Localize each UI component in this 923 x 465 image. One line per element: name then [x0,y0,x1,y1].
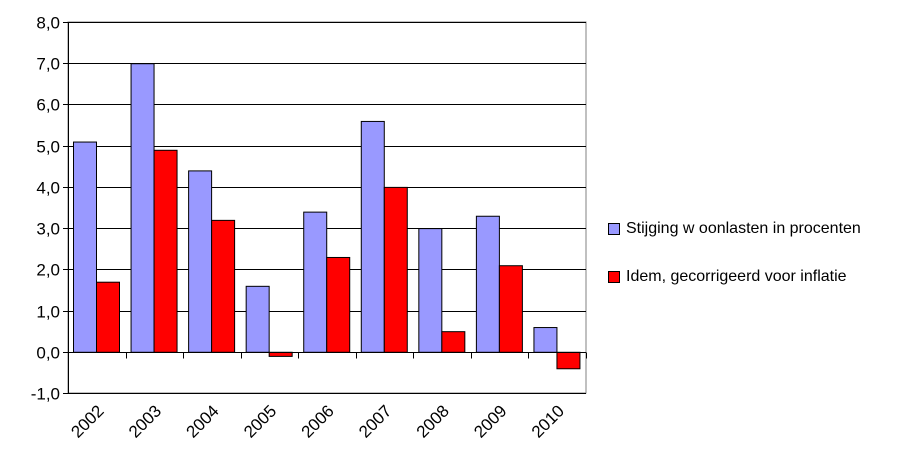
x-tick-label: 2006 [298,401,338,441]
bar-stijging-2009 [475,215,500,353]
bar-inflatie-2002 [96,281,120,353]
bar-inflatie-2008 [441,331,466,353]
bar-inflatie-2009 [498,265,523,353]
y-tick-label: 4,0 [36,179,60,198]
legend-swatch-series-2 [608,271,620,283]
x-tick-label: 2010 [528,401,568,441]
bar-inflatie-2003 [153,149,178,353]
bar-inflatie-2010 [556,351,581,370]
bar-stijging-2007 [360,120,385,353]
bar-stijging-2010 [533,327,558,353]
y-tick-label: 3,0 [36,220,60,239]
legend-label-series-2: Idem, gecorrigeerd voor inflatie [626,268,847,285]
bar-inflatie-2004 [211,219,236,353]
y-tick-label: 7,0 [36,55,60,74]
legend-swatch-series-1 [608,223,620,235]
x-tick-label: 2009 [470,401,510,441]
bar-stijging-2002 [73,141,97,353]
x-tick-label: 2007 [355,401,395,441]
bar-stijging-2005 [245,285,270,353]
y-tick-label: 1,0 [36,303,60,322]
x-tick-label: 2002 [67,401,107,441]
x-tick-label: 2004 [183,401,223,441]
x-tick-label: 2003 [125,401,165,441]
bar-stijging-2004 [188,170,213,353]
bars [73,63,581,370]
legend: Stijging w oonlasten in procenten Idem, … [608,218,861,314]
y-tick-labels: -1,0 0,0 1,0 2,0 3,0 4,0 5,0 6,0 7,0 8,0 [31,14,60,404]
bar-stijging-2003 [130,63,155,353]
x-tick-labels: 2002 2003 2004 2005 2006 2007 2008 2009 2010 [67,401,568,441]
legend-item-series-2: Idem, gecorrigeerd voor inflatie [608,266,861,288]
legend-label-series-1: Stijging w oonlasten in procenten [626,220,861,237]
bar-inflatie-2007 [383,186,408,353]
y-tick-label: 5,0 [36,138,60,157]
bar-stijging-2008 [418,228,443,353]
axes [63,22,587,394]
bar-inflatie-2006 [326,256,351,353]
x-tick-label: 2005 [240,401,280,441]
legend-item-series-1: Stijging w oonlasten in procenten [608,218,861,240]
y-tick-label: 2,0 [36,261,60,280]
y-tick-label: 8,0 [36,14,60,33]
y-tick-label: 0,0 [36,344,60,363]
bar-stijging-2006 [303,211,328,353]
x-tick-label: 2008 [413,401,453,441]
y-tick-label: -1,0 [31,385,60,404]
y-tick-label: 6,0 [36,96,60,115]
